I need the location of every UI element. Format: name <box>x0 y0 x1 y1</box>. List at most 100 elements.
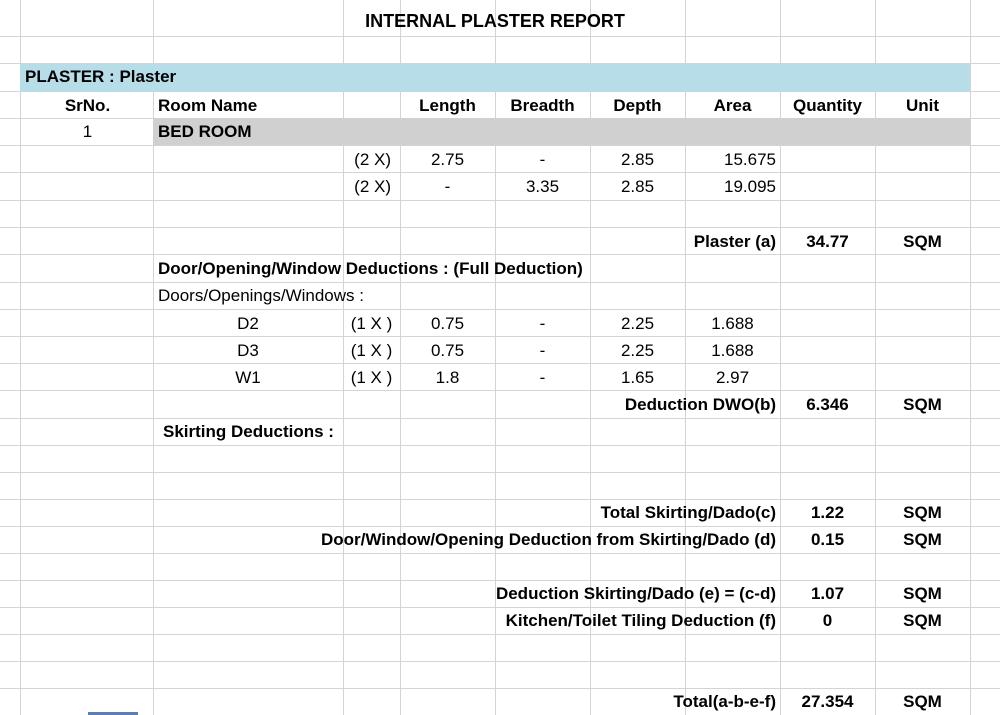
grid-row-line <box>0 91 1000 92</box>
grid-row-line <box>0 227 1000 228</box>
grid-column-line <box>400 0 401 715</box>
header-quantity: Quantity <box>793 96 862 115</box>
grand-total-label: Total(a-b-e-f) <box>673 692 776 711</box>
header-unit: Unit <box>905 96 940 115</box>
dwo-row-1-name: D2 <box>237 314 259 333</box>
grid-row-line <box>0 390 1000 391</box>
report-title: INTERNAL PLASTER REPORT <box>365 11 625 31</box>
grid-row-line <box>0 607 1000 608</box>
header-area: Area <box>713 96 752 115</box>
dim-row-1-breadth: - <box>539 150 546 169</box>
dim-row-2-area: 19.095 <box>724 177 776 196</box>
section-header-band <box>20 63 970 91</box>
dwo-row-3-breadth: - <box>539 368 546 387</box>
dim-row-2-breadth: 3.35 <box>525 177 560 196</box>
dim-row-1-depth: 2.85 <box>620 150 655 169</box>
deduction-skirting-unit: SQM <box>903 584 942 603</box>
dwo-row-2-area: 1.688 <box>711 341 754 360</box>
dim-row-1-length: 2.75 <box>430 150 465 169</box>
dwo-skirting-label: Door/Window/Opening Deduction from Skirt… <box>320 530 776 549</box>
grand-total-quantity: 27.354 <box>801 692 854 711</box>
grid-row-line <box>0 36 1000 37</box>
plaster-total-unit: SQM <box>903 232 942 251</box>
dwo-row-3-depth: 1.65 <box>620 368 655 387</box>
dwo-total-label: Deduction DWO(b) <box>624 395 776 414</box>
section-label: PLASTER : Plaster <box>25 67 177 86</box>
dwo-row-2-length: 0.75 <box>430 341 465 360</box>
grid-row-line <box>0 282 1000 283</box>
plaster-total-quantity: 34.77 <box>806 232 849 251</box>
grid-row-line <box>0 363 1000 364</box>
dwo-subheading: Doors/Openings/Windows : <box>158 286 364 305</box>
dim-row-2-depth: 2.85 <box>620 177 655 196</box>
grid-row-line <box>0 553 1000 554</box>
header-room-name: Room Name <box>158 96 258 115</box>
grid-column-line <box>590 0 591 715</box>
grid-row-line <box>0 688 1000 689</box>
grand-total-unit: SQM <box>903 692 942 711</box>
dim-row-1-area: 15.675 <box>724 150 776 169</box>
dwo-skirting-quantity: 0.15 <box>810 530 845 549</box>
grid-row-line <box>0 172 1000 173</box>
dim-row-2-mult: (2 X) <box>354 177 391 196</box>
dwo-row-3-mult: (1 X ) <box>350 368 393 387</box>
header-depth: Depth <box>613 96 662 115</box>
grid-row-line <box>0 526 1000 527</box>
dwo-row-1-mult: (1 X ) <box>350 314 393 333</box>
dwo-row-3-name: W1 <box>235 368 261 387</box>
room-name: BED ROOM <box>158 122 252 141</box>
grid-column-line <box>495 0 496 715</box>
deduction-skirting-quantity: 1.07 <box>810 584 845 603</box>
dwo-row-3-length: 1.8 <box>435 368 460 387</box>
dwo-total-unit: SQM <box>903 395 942 414</box>
dim-row-1-mult: (2 X) <box>354 150 391 169</box>
deduction-skirting-label: Deduction Skirting/Dado (e) = (c-d) <box>495 584 776 603</box>
kitchen-tiling-quantity: 0 <box>822 611 833 630</box>
grid-column-line <box>343 0 344 715</box>
dwo-skirting-unit: SQM <box>903 530 942 549</box>
grid-column-line <box>780 0 781 715</box>
grid-row-line <box>0 254 1000 255</box>
plaster-total-label: Plaster (a) <box>693 232 776 251</box>
grid-row-line <box>0 499 1000 500</box>
total-skirting-label: Total Skirting/Dado(c) <box>600 503 776 522</box>
header-length: Length <box>419 96 476 115</box>
grid-row-line <box>0 309 1000 310</box>
grid-column-line <box>153 0 154 715</box>
grid-row-line <box>0 580 1000 581</box>
total-skirting-unit: SQM <box>903 503 942 522</box>
kitchen-tiling-unit: SQM <box>903 611 942 630</box>
room-srno: 1 <box>82 122 93 141</box>
header-srno: SrNo. <box>64 96 111 115</box>
grid-column-line <box>970 0 971 715</box>
grid-row-line <box>0 336 1000 337</box>
grid-row-line <box>0 472 1000 473</box>
grid-column-line <box>875 0 876 715</box>
grid-column-line <box>685 0 686 715</box>
dwo-heading: Door/Opening/Window Deductions : (Full D… <box>158 259 583 278</box>
dwo-row-2-mult: (1 X ) <box>350 341 393 360</box>
selection-indicator <box>88 712 138 715</box>
dwo-row-1-area: 1.688 <box>711 314 754 333</box>
skirting-heading: Skirting Deductions : <box>163 422 334 441</box>
total-skirting-quantity: 1.22 <box>810 503 845 522</box>
dwo-row-1-depth: 2.25 <box>620 314 655 333</box>
grid-row-line <box>0 418 1000 419</box>
grid-row-line <box>0 200 1000 201</box>
grid-row-line <box>0 634 1000 635</box>
grid-row-line <box>0 445 1000 446</box>
grid-row-line <box>0 145 1000 146</box>
dwo-total-quantity: 6.346 <box>806 395 849 414</box>
dwo-row-2-name: D3 <box>237 341 259 360</box>
dwo-row-2-depth: 2.25 <box>620 341 655 360</box>
dwo-row-2-breadth: - <box>539 341 546 360</box>
room-header-band <box>153 118 970 145</box>
header-breadth: Breadth <box>510 96 575 115</box>
dim-row-2-length: - <box>444 177 451 196</box>
grid-row-line <box>0 661 1000 662</box>
grid-column-line <box>20 0 21 715</box>
dwo-row-3-area: 2.97 <box>715 368 750 387</box>
kitchen-tiling-label: Kitchen/Toilet Tiling Deduction (f) <box>505 611 776 630</box>
dwo-row-1-breadth: - <box>539 314 546 333</box>
